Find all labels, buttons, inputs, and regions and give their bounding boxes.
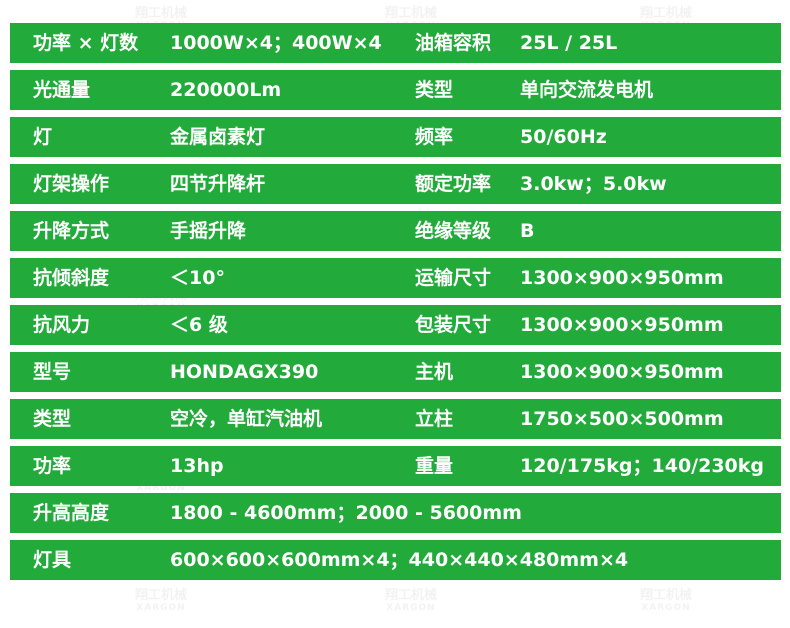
- spec-label: 包装尺寸: [415, 314, 492, 336]
- spec-label: 运输尺寸: [415, 267, 492, 289]
- spec-value: 120/175kg；140/230kg: [520, 455, 764, 477]
- spec-label: 灯: [33, 126, 53, 148]
- spec-value: HONDAGX390: [170, 361, 319, 383]
- spec-label: 立柱: [415, 408, 454, 430]
- spec-value: 1000W×4；400W×4: [170, 32, 382, 54]
- spec-label: 类型: [33, 408, 72, 430]
- spec-row: 升降方式 手摇升降 绝缘等级 B: [10, 211, 781, 251]
- spec-value: 220000Lm: [170, 79, 282, 101]
- spec-row: 功率 × 灯数 1000W×4；400W×4 油箱容积 25L / 25L: [10, 23, 781, 63]
- spec-label: 光通量: [33, 79, 91, 101]
- spec-row: 灯 金属卤素灯 频率 50/60Hz: [10, 117, 781, 157]
- spec-value: 四节升降杆: [170, 173, 266, 195]
- spec-value: 1300×900×950mm: [520, 314, 724, 336]
- spec-value: ＜6 级: [170, 314, 228, 336]
- spec-label: 灯具: [33, 549, 72, 571]
- spec-label: 油箱容积: [415, 32, 492, 54]
- spec-label: 类型: [415, 79, 454, 101]
- spec-value: 600×600×600mm×4；440×440×480mm×4: [170, 549, 629, 571]
- spec-label: 升降方式: [33, 220, 110, 242]
- spec-label: 功率 × 灯数: [33, 32, 139, 54]
- spec-value: 1800 - 4600mm；2000 - 5600mm: [170, 502, 522, 524]
- spec-row: 升高高度 1800 - 4600mm；2000 - 5600mm: [10, 493, 781, 533]
- spec-label: 额定功率: [415, 173, 492, 195]
- spec-value: 3.0kw；5.0kw: [520, 173, 667, 195]
- spec-value: 金属卤素灯: [170, 126, 266, 148]
- spec-label: 灯架操作: [33, 173, 110, 195]
- spec-value: 50/60Hz: [520, 126, 607, 148]
- spec-label: 频率: [415, 126, 454, 148]
- spec-label: 功率: [33, 455, 72, 477]
- spec-label: 绝缘等级: [415, 220, 492, 242]
- spec-value: 1300×900×950mm: [520, 361, 724, 383]
- spec-row: 抗倾斜度 ＜10° 运输尺寸 1300×900×950mm: [10, 258, 781, 298]
- spec-label: 型号: [33, 361, 72, 383]
- spec-value: 13hp: [170, 455, 224, 477]
- spec-value: 25L / 25L: [520, 32, 618, 54]
- spec-label: 重量: [415, 455, 454, 477]
- spec-value: 空冷，单缸汽油机: [170, 408, 323, 430]
- spec-label: 主机: [415, 361, 454, 383]
- spec-label: 抗倾斜度: [33, 267, 110, 289]
- spec-value: 手摇升降: [170, 220, 247, 242]
- spec-row: 抗风力 ＜6 级 包装尺寸 1300×900×950mm: [10, 305, 781, 345]
- spec-row: 类型 空冷，单缸汽油机 立柱 1750×500×500mm: [10, 399, 781, 439]
- spec-row: 光通量 220000Lm 类型 单向交流发电机: [10, 70, 781, 110]
- spec-row: 灯具 600×600×600mm×4；440×440×480mm×4: [10, 540, 781, 580]
- spec-label: 升高高度: [33, 502, 110, 524]
- spec-label: 抗风力: [33, 314, 91, 336]
- spec-row: 型号 HONDAGX390 主机 1300×900×950mm: [10, 352, 781, 392]
- spec-row: 功率 13hp 重量 120/175kg；140/230kg: [10, 446, 781, 486]
- spec-value: 1300×900×950mm: [520, 267, 724, 289]
- spec-value: 单向交流发电机: [520, 79, 654, 101]
- spec-value: 1750×500×500mm: [520, 408, 724, 430]
- spec-value: ＜10°: [170, 267, 225, 289]
- spec-row: 灯架操作 四节升降杆 额定功率 3.0kw；5.0kw: [10, 164, 781, 204]
- spec-value: B: [520, 220, 535, 242]
